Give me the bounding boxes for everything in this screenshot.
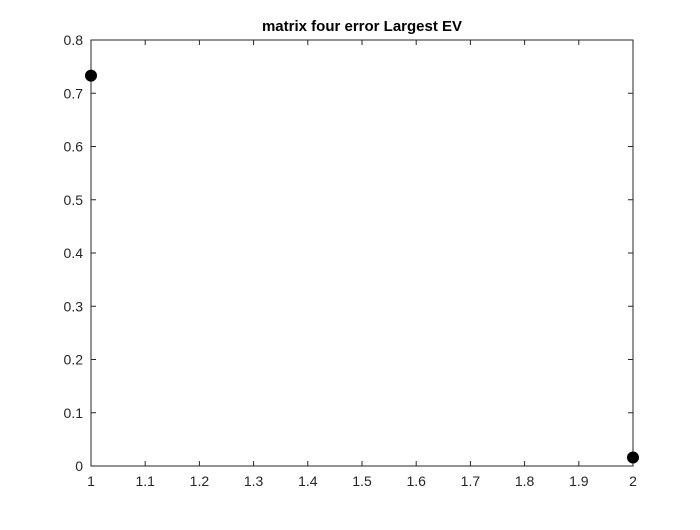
- data-points: [85, 69, 639, 464]
- y-tick-label: 0.2: [64, 352, 84, 368]
- y-tick-label: 0.7: [64, 85, 84, 101]
- plot-area: [90, 39, 634, 467]
- x-tick-label: 1.4: [298, 473, 318, 489]
- x-tick-label: 1.1: [135, 473, 155, 489]
- y-axis: 0 0.1 0.2 0.3 0.4 0.5 0.6 0.7 0.8: [64, 32, 633, 474]
- y-tick-label: 0.5: [64, 192, 84, 208]
- data-point: [85, 69, 97, 82]
- x-tick-label: 1.5: [352, 473, 372, 489]
- x-tick-label: 1.9: [569, 473, 589, 489]
- y-tick-label: 0: [75, 458, 83, 474]
- data-point: [627, 451, 639, 464]
- y-tick-label: 0.6: [64, 139, 84, 155]
- x-tick-label: 1.8: [515, 473, 535, 489]
- x-tick-label: 1: [87, 473, 95, 489]
- y-tick-label: 0.1: [64, 405, 84, 421]
- x-tick-label: 1.7: [461, 473, 481, 489]
- y-tick-label: 0.4: [64, 245, 84, 261]
- x-tick-label: 1.2: [190, 473, 210, 489]
- x-tick-label: 1.3: [244, 473, 264, 489]
- y-tick-label: 0.3: [64, 298, 84, 314]
- y-tick-label: 0.8: [64, 32, 84, 48]
- x-axis: 1 1.1 1.2 1.3 1.4 1.5 1.6 1.7 1.8 1.9 2: [87, 40, 637, 489]
- x-tick-label: 2: [629, 473, 637, 489]
- x-tick-label: 1.6: [406, 473, 426, 489]
- chart-title: matrix four error Largest EV: [262, 18, 462, 35]
